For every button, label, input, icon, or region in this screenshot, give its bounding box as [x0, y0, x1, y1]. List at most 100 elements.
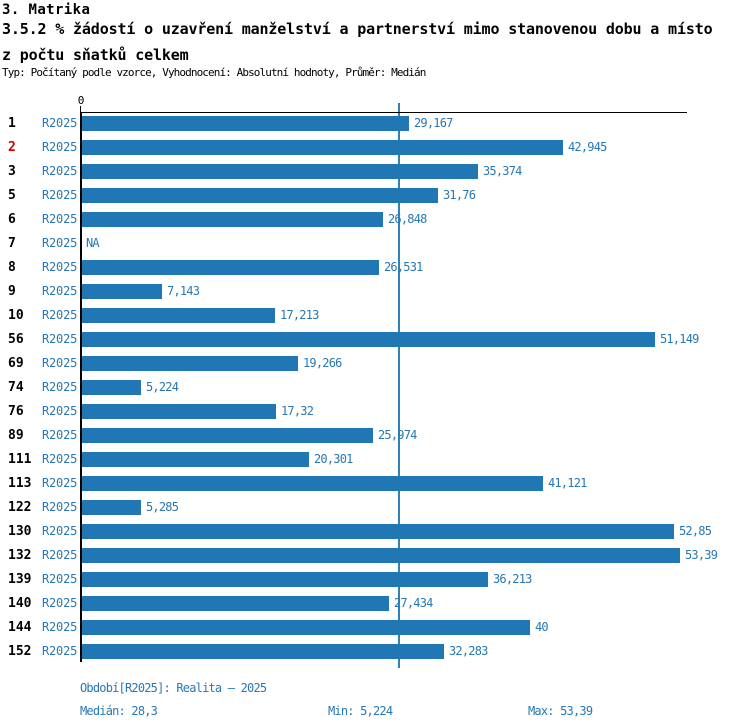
series-label: R2025	[42, 212, 78, 226]
bar[interactable]	[82, 188, 438, 203]
chart-meta-info: Typ: Počítaný podle vzorce, Vyhodnocení:…	[2, 66, 426, 79]
series-label: R2025	[42, 572, 78, 586]
chart-row: 130 R2025 52,85	[0, 524, 750, 539]
category-label: 132	[8, 548, 32, 563]
bar[interactable]	[82, 308, 275, 323]
category-label: 10	[8, 308, 24, 323]
chart-subtitle-line2: z počtu sňatků celkem	[2, 46, 189, 64]
category-label: 5	[8, 188, 16, 203]
bar[interactable]	[82, 284, 162, 299]
bar[interactable]	[82, 524, 674, 539]
bar[interactable]	[82, 500, 141, 515]
chart-row: 10 R2025 17,213	[0, 308, 750, 323]
chart-row: 1 R2025 29,167	[0, 116, 750, 131]
chart-row: 144 R2025 40	[0, 620, 750, 635]
series-label: R2025	[42, 332, 78, 346]
y-axis-line	[80, 112, 82, 662]
chart-row: 2 R2025 42,945	[0, 140, 750, 155]
value-label: 36,213	[493, 572, 532, 586]
chart-row: 3 R2025 35,374	[0, 164, 750, 179]
bar[interactable]	[82, 260, 379, 275]
bar[interactable]	[82, 644, 444, 659]
series-label: R2025	[42, 452, 78, 466]
bar[interactable]	[82, 452, 309, 467]
chart-row: 76 R2025 17,32	[0, 404, 750, 419]
chart-row: 6 R2025 26,848	[0, 212, 750, 227]
bar[interactable]	[82, 116, 409, 131]
category-label: 111	[8, 452, 32, 467]
value-label: NA	[86, 236, 100, 250]
bar[interactable]	[82, 596, 389, 611]
bar[interactable]	[82, 332, 655, 347]
series-label: R2025	[42, 236, 78, 250]
category-label: 144	[8, 620, 32, 635]
chart-subtitle-line1: 3.5.2 % žádostí o uzavření manželství a …	[2, 20, 713, 38]
footer-median: Medián: 28,3	[80, 704, 158, 718]
value-label: 17,213	[280, 308, 319, 322]
category-label: 69	[8, 356, 24, 371]
series-label: R2025	[42, 500, 78, 514]
series-label: R2025	[42, 404, 78, 418]
bar[interactable]	[82, 620, 530, 635]
category-label: 130	[8, 524, 32, 539]
series-label: R2025	[42, 428, 78, 442]
series-label: R2025	[42, 380, 78, 394]
series-label: R2025	[42, 164, 78, 178]
chart-row: 69 R2025 19,266	[0, 356, 750, 371]
category-label: 113	[8, 476, 32, 491]
chart-row: 152 R2025 32,283	[0, 644, 750, 659]
value-label: 41,121	[548, 476, 587, 490]
category-label: 2	[8, 140, 16, 155]
value-label: 17,32	[281, 404, 314, 418]
category-label: 74	[8, 380, 24, 395]
series-label: R2025	[42, 620, 78, 634]
series-label: R2025	[42, 548, 78, 562]
value-label: 26,531	[384, 260, 423, 274]
value-label: 5,224	[146, 380, 179, 394]
bar[interactable]	[82, 404, 276, 419]
x-axis-line	[80, 112, 687, 113]
chart-row: 89 R2025 25,974	[0, 428, 750, 443]
value-label: 52,85	[679, 524, 712, 538]
category-label: 6	[8, 212, 16, 227]
series-label: R2025	[42, 476, 78, 490]
category-label: 1	[8, 116, 16, 131]
category-label: 139	[8, 572, 32, 587]
chart-row: 56 R2025 51,149	[0, 332, 750, 347]
bar[interactable]	[82, 140, 563, 155]
value-label: 51,149	[660, 332, 699, 346]
chart-row: 7 R2025 NA	[0, 236, 750, 251]
category-label: 152	[8, 644, 32, 659]
page-title: 3. Matrika	[2, 2, 91, 18]
value-label: 27,434	[394, 596, 433, 610]
series-label: R2025	[42, 188, 78, 202]
chart-row: 8 R2025 26,531	[0, 260, 750, 275]
category-label: 8	[8, 260, 16, 275]
value-label: 26,848	[388, 212, 427, 226]
value-label: 31,76	[443, 188, 476, 202]
series-label: R2025	[42, 524, 78, 538]
footer-min: Min: 5,224	[328, 704, 393, 718]
value-label: 53,39	[685, 548, 718, 562]
category-label: 76	[8, 404, 24, 419]
series-label: R2025	[42, 596, 78, 610]
bar[interactable]	[82, 356, 298, 371]
bar[interactable]	[82, 572, 488, 587]
chart-row: 132 R2025 53,39	[0, 548, 750, 563]
bar[interactable]	[82, 380, 141, 395]
x-axis-zero-tick-label: 0	[77, 94, 85, 107]
category-label: 140	[8, 596, 32, 611]
category-label: 56	[8, 332, 24, 347]
value-label: 25,974	[378, 428, 417, 442]
bar[interactable]	[82, 428, 373, 443]
bar[interactable]	[82, 476, 543, 491]
series-label: R2025	[42, 140, 78, 154]
median-reference-line	[398, 103, 400, 668]
chart-row: 74 R2025 5,224	[0, 380, 750, 395]
value-label: 19,266	[303, 356, 342, 370]
bar[interactable]	[82, 548, 680, 563]
value-label: 5,285	[146, 500, 179, 514]
category-label: 3	[8, 164, 16, 179]
bar[interactable]	[82, 212, 383, 227]
bar[interactable]	[82, 164, 478, 179]
